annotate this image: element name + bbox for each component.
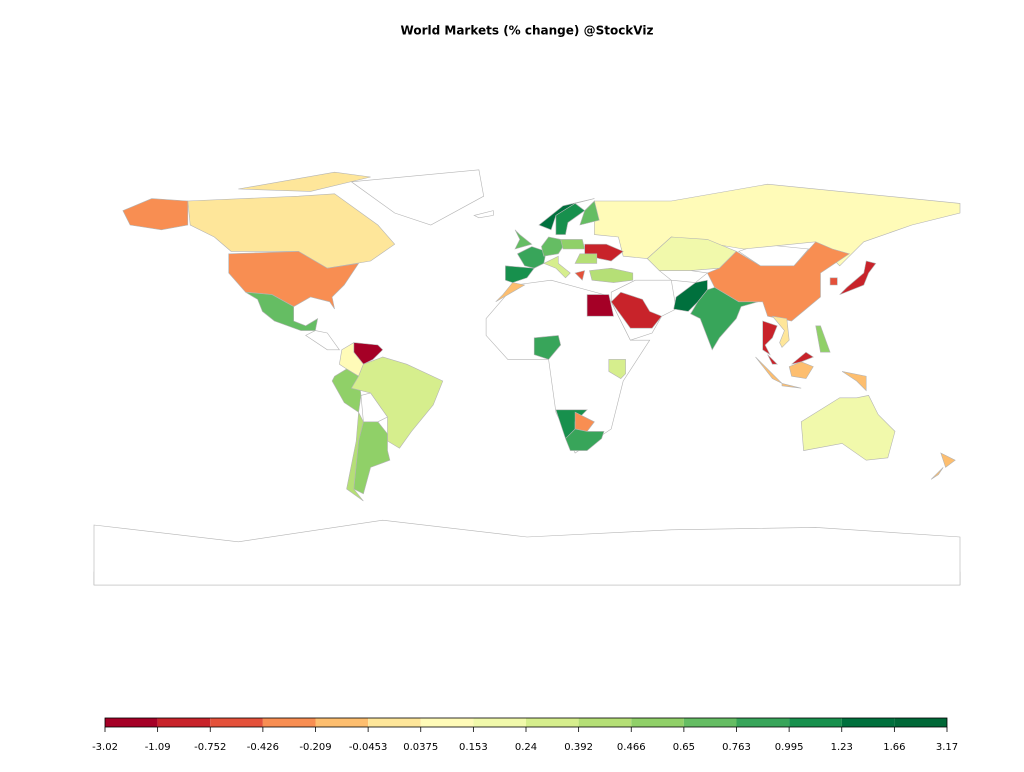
legend-tick-label: 3.17 (936, 742, 958, 753)
greenland (350, 169, 485, 226)
legend-swatch (315, 718, 369, 727)
legend-tick-label: 0.153 (459, 742, 488, 753)
bolivia (360, 392, 388, 423)
legend: -3.02 -1.09 -0.752 -0.426 -0.209 -0.0453 0.037… (92, 717, 958, 753)
country (574, 270, 586, 281)
iceland (473, 210, 494, 219)
country (841, 371, 867, 392)
country (565, 428, 605, 451)
legend-tick-label: 0.466 (617, 742, 646, 753)
legend-swatch (473, 718, 526, 727)
legend-tick-label: -3.02 (92, 742, 118, 753)
legend-swatch (157, 718, 211, 727)
legend-swatch (789, 718, 842, 727)
legend-tick-label: -0.426 (247, 742, 279, 753)
country (815, 325, 831, 353)
country (791, 351, 814, 365)
legend-tick-label: 0.24 (515, 742, 537, 753)
legend-tick-label: 0.995 (775, 742, 804, 753)
country (187, 193, 396, 269)
country (238, 171, 371, 192)
chart-title: World Markets (% change) @StockViz (401, 24, 654, 38)
country (505, 265, 535, 283)
country (560, 239, 586, 250)
country (673, 279, 708, 312)
country (346, 411, 364, 502)
antarctica (93, 519, 961, 586)
legend-swatch (841, 718, 895, 727)
legend-tick-label: 1.66 (883, 742, 905, 753)
legend-tick-label: -0.0453 (349, 742, 388, 753)
legend-swatch (894, 718, 947, 727)
legend-swatch (210, 718, 263, 727)
country (516, 246, 547, 269)
country (800, 395, 896, 461)
legend-swatch (262, 718, 316, 727)
country (514, 229, 533, 250)
country (608, 359, 626, 379)
country (788, 361, 814, 379)
country (579, 200, 600, 226)
legend-swatch (578, 718, 632, 727)
country (350, 356, 444, 449)
legend-swatch (683, 718, 737, 727)
country (771, 315, 790, 348)
country (940, 452, 956, 468)
legend-swatch (736, 718, 790, 727)
legend-tick-label: 1.23 (831, 742, 853, 753)
country (122, 198, 189, 231)
legend-tick-label: 0.0375 (403, 742, 438, 753)
country (541, 236, 564, 257)
legend-swatch (105, 718, 158, 727)
country (930, 467, 944, 480)
legend-tick-label: -0.209 (299, 742, 331, 753)
legend-tick-label: -1.09 (145, 742, 171, 753)
country (533, 335, 562, 360)
africa (485, 279, 651, 454)
legend-swatch (368, 718, 421, 727)
country (245, 291, 319, 331)
country (589, 267, 634, 283)
legend-tick-label: 0.392 (564, 742, 593, 753)
country (767, 354, 778, 365)
legend-tick-label: 0.763 (722, 742, 751, 753)
central-america (305, 330, 340, 351)
country (543, 255, 571, 279)
country (762, 320, 778, 356)
legend-swatch (631, 718, 684, 727)
legend-tick-label: 0.65 (673, 742, 695, 753)
country (839, 260, 877, 295)
legend-swatch (420, 718, 474, 727)
country (690, 287, 758, 351)
country (829, 277, 838, 286)
country (594, 183, 961, 267)
legend-tick-label: -0.752 (194, 742, 226, 753)
country (331, 368, 362, 413)
country (781, 383, 802, 389)
country (586, 294, 614, 317)
world-map (93, 169, 961, 586)
country (610, 291, 663, 329)
country (574, 253, 598, 264)
country (755, 356, 783, 384)
legend-swatch (526, 718, 579, 727)
